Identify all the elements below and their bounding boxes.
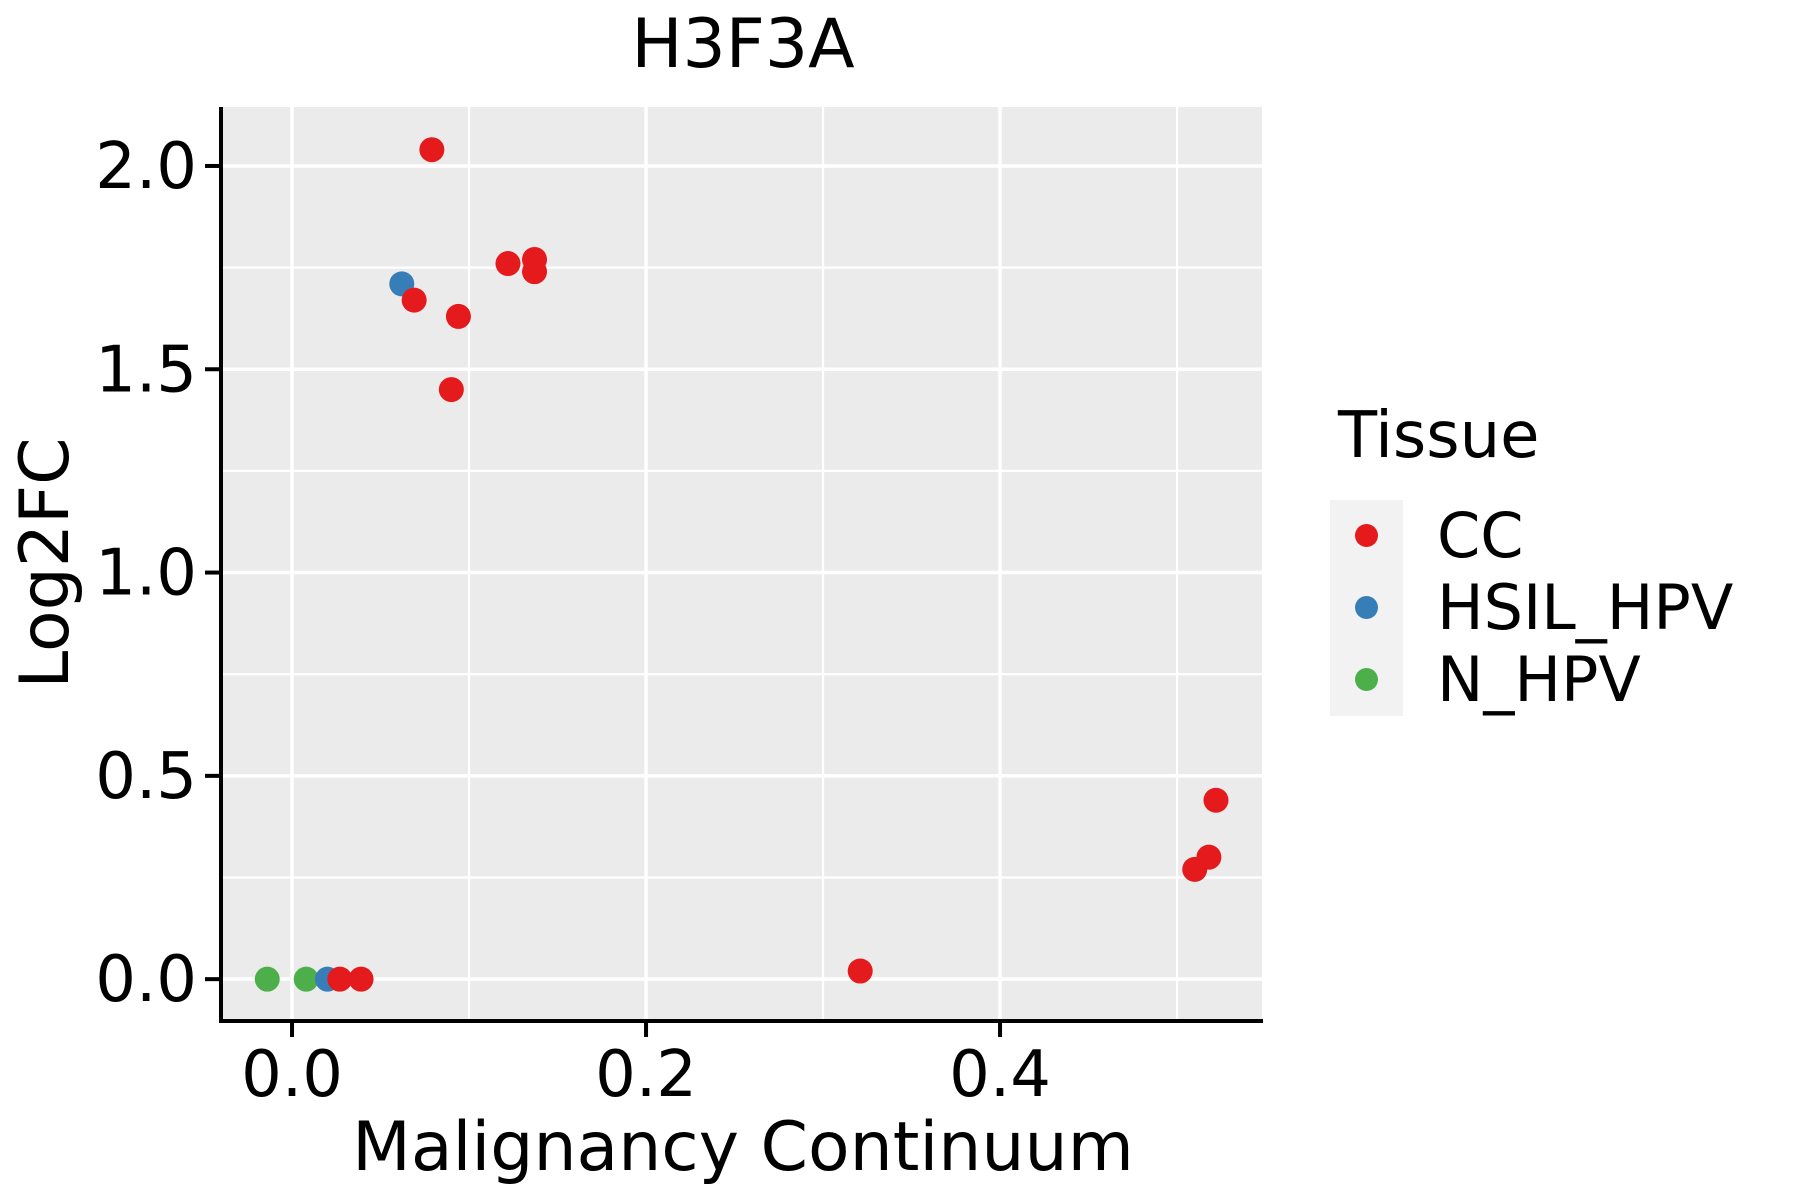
- data-point-CC: [401, 287, 427, 313]
- x-axis-tick: [644, 1023, 649, 1037]
- data-point-N_HPV: [254, 966, 280, 992]
- legend-keys: CC HSIL_HPV N_HPV: [1330, 498, 1734, 716]
- y-axis-title: Log2FC: [6, 437, 85, 689]
- x-tick-label: 0.0: [241, 1038, 343, 1112]
- y-axis-spine: [219, 107, 223, 1023]
- x-tick-label: 0.4: [949, 1038, 1051, 1112]
- data-point-CC: [348, 966, 374, 992]
- plot-panel: [223, 107, 1262, 1019]
- data-point-CC: [1182, 856, 1208, 882]
- data-point-CC: [1203, 787, 1229, 813]
- data-point-CC: [522, 259, 548, 285]
- x-axis-spine: [219, 1019, 1263, 1023]
- legend-label: HSIL_HPV: [1437, 570, 1734, 644]
- x-axis-tick: [290, 1023, 295, 1037]
- data-point-CC: [495, 251, 521, 277]
- legend-key: [1330, 571, 1403, 644]
- data-point-CC: [445, 303, 471, 329]
- y-axis-tick: [205, 570, 219, 575]
- data-point-CC: [327, 966, 353, 992]
- y-axis-tick: [205, 773, 219, 778]
- legend-title: Tissue: [1338, 399, 1540, 473]
- y-tick-label: 0.5: [95, 740, 197, 814]
- x-axis-title: Malignancy Continuum: [352, 1108, 1134, 1187]
- x-tick-label: 0.2: [595, 1038, 697, 1112]
- legend-item-CC: CC: [1330, 498, 1733, 572]
- legend-label: CC: [1437, 498, 1524, 572]
- legend-marker-icon: [1355, 668, 1378, 692]
- legend: Tissue CC HSIL_HPV N_HPV: [1330, 399, 1734, 716]
- legend-key: [1330, 643, 1403, 716]
- legend-marker-icon: [1355, 524, 1378, 548]
- legend-key: [1330, 499, 1403, 572]
- y-tick-label: 1.0: [95, 537, 197, 611]
- data-point-CC: [419, 137, 445, 163]
- legend-marker-icon: [1355, 596, 1378, 620]
- x-axis-tick: [998, 1023, 1003, 1037]
- data-point-CC: [847, 958, 873, 984]
- y-axis-tick: [205, 367, 219, 372]
- plot-title: H3F3A: [631, 5, 855, 84]
- y-axis-tick: [205, 163, 219, 168]
- legend-label: N_HPV: [1437, 642, 1641, 716]
- y-tick-label: 2.0: [95, 130, 197, 204]
- data-point-CC: [438, 377, 464, 403]
- y-axis-tick: [205, 977, 219, 982]
- legend-item-N_HPV: N_HPV: [1330, 642, 1733, 716]
- data-point-N_HPV: [293, 966, 319, 992]
- y-tick-label: 1.5: [95, 333, 197, 407]
- y-tick-label: 0.0: [95, 943, 197, 1017]
- legend-item-HSIL_HPV: HSIL_HPV: [1330, 570, 1734, 644]
